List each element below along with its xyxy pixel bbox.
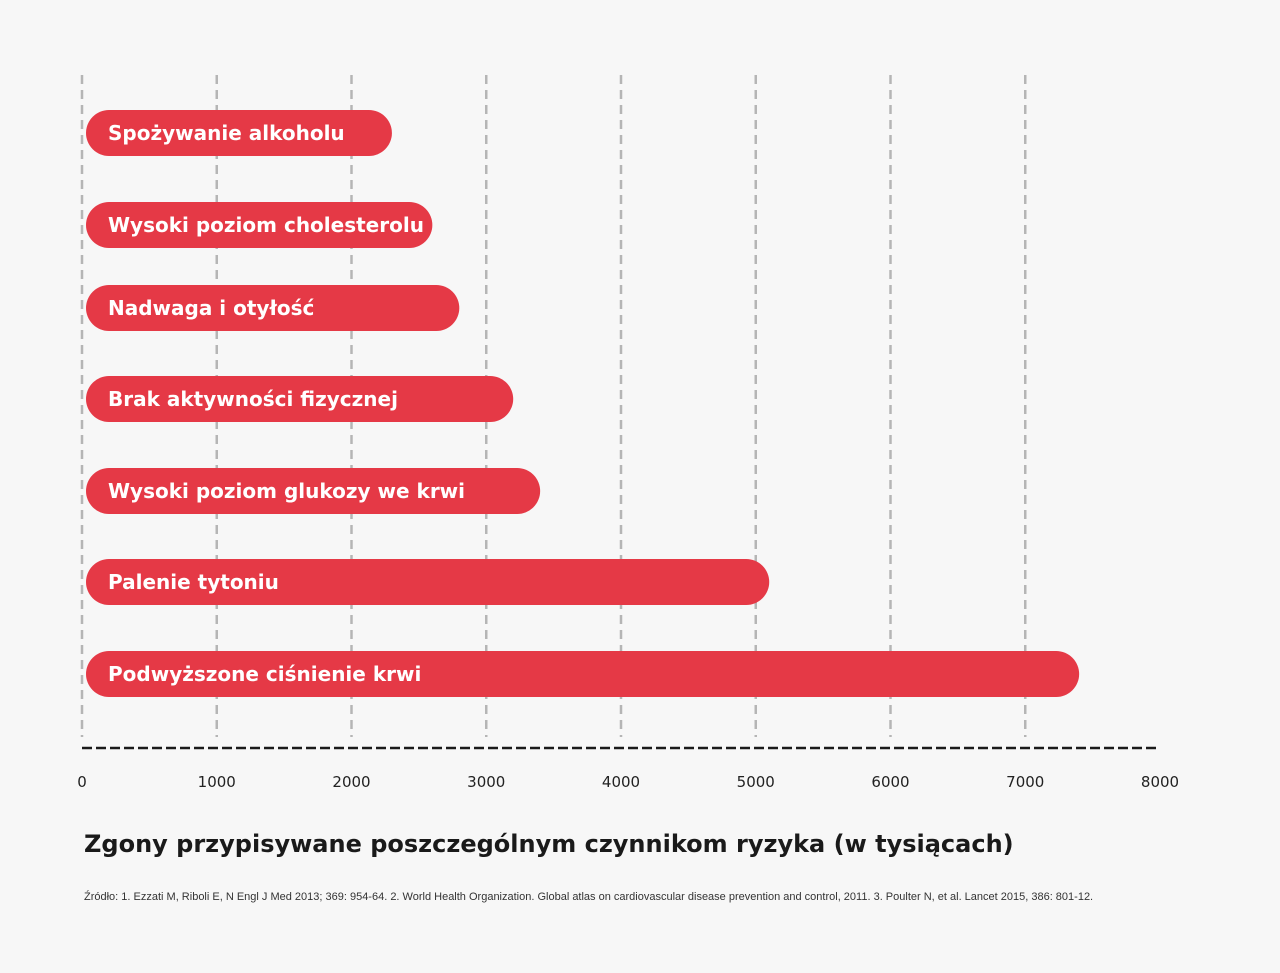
x-tick-label: 4000	[602, 773, 640, 791]
x-tick-label: 2000	[332, 773, 370, 791]
bar-label: Nadwaga i otyłość	[108, 296, 315, 320]
x-tick-label: 1000	[198, 773, 236, 791]
x-tick-labels: 0 1000 2000 3000 4000 5000 6000 7000 8000	[77, 773, 1179, 791]
bar	[86, 376, 514, 422]
bar-label: Podwyższone ciśnienie krwi	[108, 662, 421, 686]
bar	[86, 559, 770, 605]
bar-label: Palenie tytoniu	[108, 570, 279, 594]
bar	[86, 110, 392, 156]
bar	[86, 468, 541, 514]
chart-title: Zgony przypisywane poszczególnym czynnik…	[84, 830, 1014, 858]
x-tick-label: 3000	[467, 773, 505, 791]
bar-label: Wysoki poziom glukozy we krwi	[108, 479, 465, 503]
source-note: Źródło: 1. Ezzati M, Riboli E, N Engl J …	[84, 891, 1094, 903]
bar-label: Wysoki poziom cholesterolu	[108, 213, 424, 237]
bars: Spożywanie alkoholu Wysoki poziom cholest…	[86, 110, 1080, 697]
bar	[86, 202, 433, 248]
bar	[86, 285, 460, 331]
x-tick-label: 8000	[1141, 773, 1179, 791]
bar-chart: Spożywanie alkoholu Wysoki poziom cholest…	[77, 75, 1179, 791]
x-tick-label: 6000	[871, 773, 909, 791]
x-tick-label: 7000	[1006, 773, 1044, 791]
x-tick-label: 0	[77, 773, 87, 791]
bar-label: Spożywanie alkoholu	[108, 121, 345, 145]
x-tick-label: 5000	[737, 773, 775, 791]
bar-label: Brak aktywności fizycznej	[108, 387, 398, 411]
bar	[86, 651, 1080, 697]
